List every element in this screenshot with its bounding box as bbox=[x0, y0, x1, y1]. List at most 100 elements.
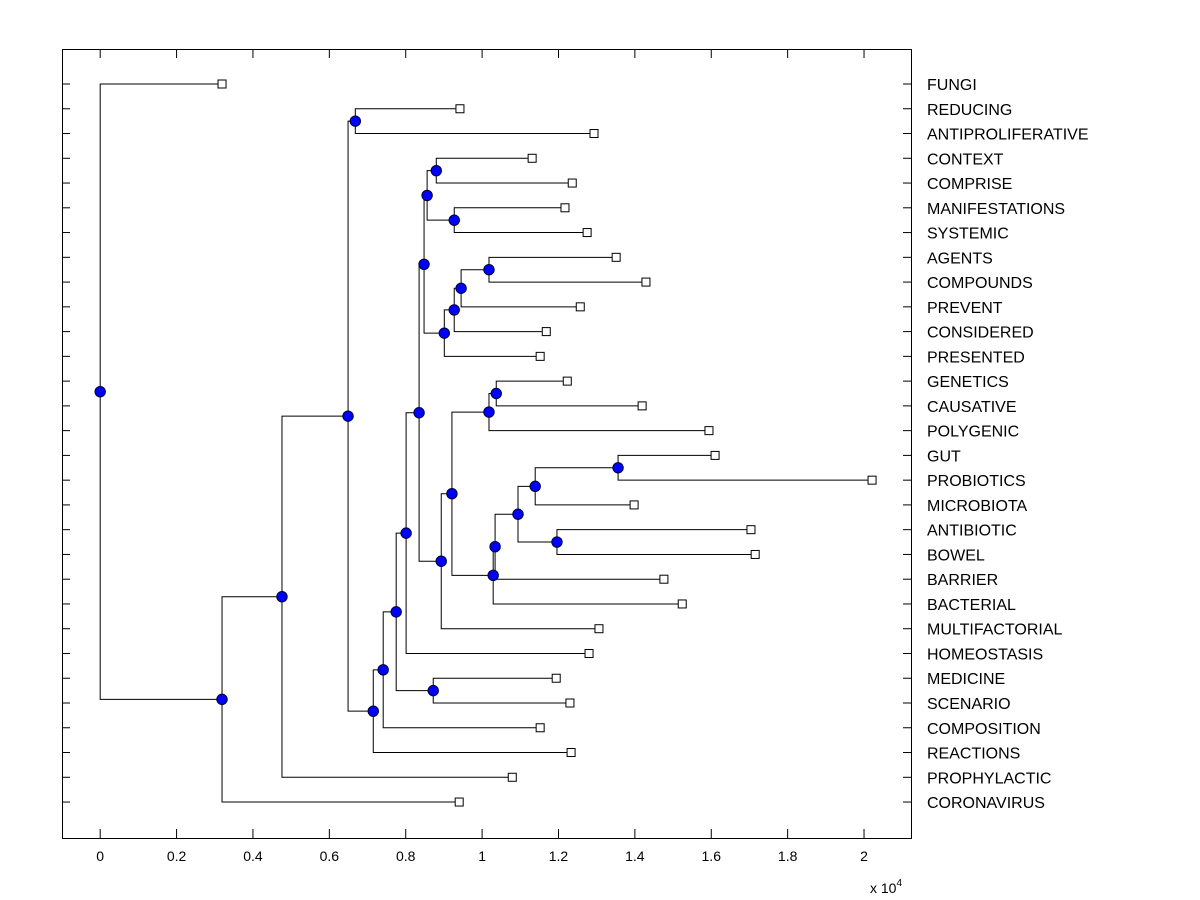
x-tick-label: 2 bbox=[860, 848, 868, 864]
branch-node[interactable] bbox=[448, 214, 460, 226]
branch-node[interactable] bbox=[446, 488, 458, 500]
leaf-marker[interactable] bbox=[629, 500, 639, 510]
branch-node[interactable] bbox=[551, 536, 563, 548]
leaf-marker[interactable] bbox=[535, 351, 545, 361]
branch-edge bbox=[488, 256, 617, 270]
branch-node[interactable] bbox=[94, 385, 106, 398]
leaf-marker[interactable] bbox=[637, 401, 647, 411]
branch-edge bbox=[494, 546, 664, 580]
leaf-marker[interactable] bbox=[567, 178, 577, 188]
branch-edge bbox=[221, 699, 460, 803]
branch-edge bbox=[451, 493, 494, 576]
branch-edge bbox=[617, 467, 873, 481]
leaf-marker[interactable] bbox=[560, 203, 570, 213]
branch-node[interactable] bbox=[390, 606, 402, 618]
x-tick-label: 0.8 bbox=[396, 848, 416, 864]
branch-edge bbox=[221, 596, 282, 700]
leaf-marker[interactable] bbox=[710, 450, 720, 460]
leaf-marker[interactable] bbox=[611, 252, 621, 262]
branch-node[interactable] bbox=[483, 406, 495, 418]
branch-edge bbox=[451, 411, 489, 494]
leaf-label: MULTIFACTORIAL bbox=[927, 622, 1063, 639]
branch-node[interactable] bbox=[400, 527, 412, 539]
leaf-label: CONTEXT bbox=[927, 151, 1004, 168]
branch-edge bbox=[354, 108, 460, 122]
branch-edge bbox=[347, 120, 356, 417]
leaf-marker[interactable] bbox=[750, 549, 760, 559]
leaf-label: PREVENT bbox=[927, 300, 1003, 317]
leaf-marker[interactable] bbox=[659, 574, 669, 584]
leaf-marker[interactable] bbox=[677, 599, 687, 609]
branch-node[interactable] bbox=[612, 462, 624, 474]
leaf-marker[interactable] bbox=[704, 426, 714, 436]
branch-node[interactable] bbox=[377, 664, 389, 676]
x-ticks: 0 0.2 0.4 0.6 0.8 1 1.2 1.4 1.6 1.8 2 bbox=[96, 49, 868, 864]
leaf-marker[interactable] bbox=[527, 153, 537, 163]
branch-node[interactable] bbox=[349, 115, 362, 127]
edges-layer bbox=[99, 83, 873, 803]
x-tick-label: 0.2 bbox=[167, 848, 187, 864]
leaf-marker[interactable] bbox=[641, 277, 651, 287]
branch-node[interactable] bbox=[427, 684, 439, 697]
branch-edge bbox=[281, 415, 349, 597]
branch-edge bbox=[435, 170, 573, 184]
y-ticks bbox=[62, 83, 911, 803]
leaf-marker[interactable] bbox=[217, 79, 227, 89]
branch-node[interactable] bbox=[455, 282, 467, 294]
leaf-marker[interactable] bbox=[507, 772, 517, 782]
leaf-markers-layer bbox=[217, 79, 877, 807]
branch-node[interactable] bbox=[421, 189, 433, 202]
leaf-marker[interactable] bbox=[584, 648, 594, 658]
branch-node[interactable] bbox=[367, 705, 379, 717]
branch-node[interactable] bbox=[490, 387, 502, 400]
leaf-marker[interactable] bbox=[582, 228, 592, 238]
leaf-label: REACTIONS bbox=[927, 746, 1020, 763]
leaf-marker[interactable] bbox=[535, 723, 545, 733]
leaf-marker[interactable] bbox=[562, 376, 572, 386]
branch-edge bbox=[556, 529, 751, 543]
branch-edge bbox=[418, 412, 442, 562]
branch-node[interactable] bbox=[487, 569, 499, 582]
branch-node[interactable] bbox=[529, 480, 541, 493]
leaf-marker[interactable] bbox=[867, 475, 877, 485]
leaf-marker[interactable] bbox=[594, 624, 604, 634]
leaf-marker[interactable] bbox=[454, 797, 464, 807]
leaf-marker[interactable] bbox=[541, 327, 551, 337]
leaf-label: MICROBIOTA bbox=[927, 498, 1027, 515]
branch-node[interactable] bbox=[216, 693, 228, 706]
branch-edge bbox=[488, 269, 646, 283]
branch-edge bbox=[453, 207, 565, 221]
leaf-label: GENETICS bbox=[927, 374, 1009, 391]
branch-edge bbox=[492, 575, 683, 605]
leaf-marker[interactable] bbox=[589, 129, 599, 139]
leaf-marker[interactable] bbox=[565, 698, 575, 708]
leaf-marker[interactable] bbox=[746, 525, 756, 535]
branch-node[interactable] bbox=[430, 164, 442, 177]
branch-node[interactable] bbox=[438, 327, 450, 339]
x-tick-label: 1 bbox=[478, 848, 486, 864]
branch-node[interactable] bbox=[512, 508, 524, 520]
branch-node[interactable] bbox=[483, 264, 495, 276]
branch-edge bbox=[372, 669, 384, 712]
branch-node[interactable] bbox=[435, 555, 447, 567]
x-tick-label: 0.4 bbox=[243, 848, 263, 864]
branch-node[interactable] bbox=[448, 304, 460, 316]
x-axis-multiplier-exponent: 4 bbox=[896, 878, 902, 889]
leaf-label: CONSIDERED bbox=[927, 325, 1034, 342]
branch-node[interactable] bbox=[342, 410, 354, 422]
branch-node[interactable] bbox=[413, 407, 425, 419]
branch-node[interactable] bbox=[276, 591, 288, 603]
leaf-marker[interactable] bbox=[551, 673, 561, 683]
branch-edge bbox=[382, 611, 397, 670]
leaf-marker[interactable] bbox=[566, 748, 576, 758]
branch-node[interactable] bbox=[489, 541, 501, 553]
leaf-marker[interactable] bbox=[455, 104, 465, 114]
leaf-label: ANTIBIOTIC bbox=[927, 523, 1017, 540]
leaf-marker[interactable] bbox=[575, 302, 585, 312]
leaf-label: PRESENTED bbox=[927, 349, 1025, 366]
branch-node[interactable] bbox=[418, 258, 430, 270]
branch-edge bbox=[556, 542, 756, 555]
x-axis-multiplier: x 104 bbox=[870, 878, 902, 896]
branch-edge bbox=[453, 220, 588, 234]
branch-edge bbox=[617, 454, 716, 468]
